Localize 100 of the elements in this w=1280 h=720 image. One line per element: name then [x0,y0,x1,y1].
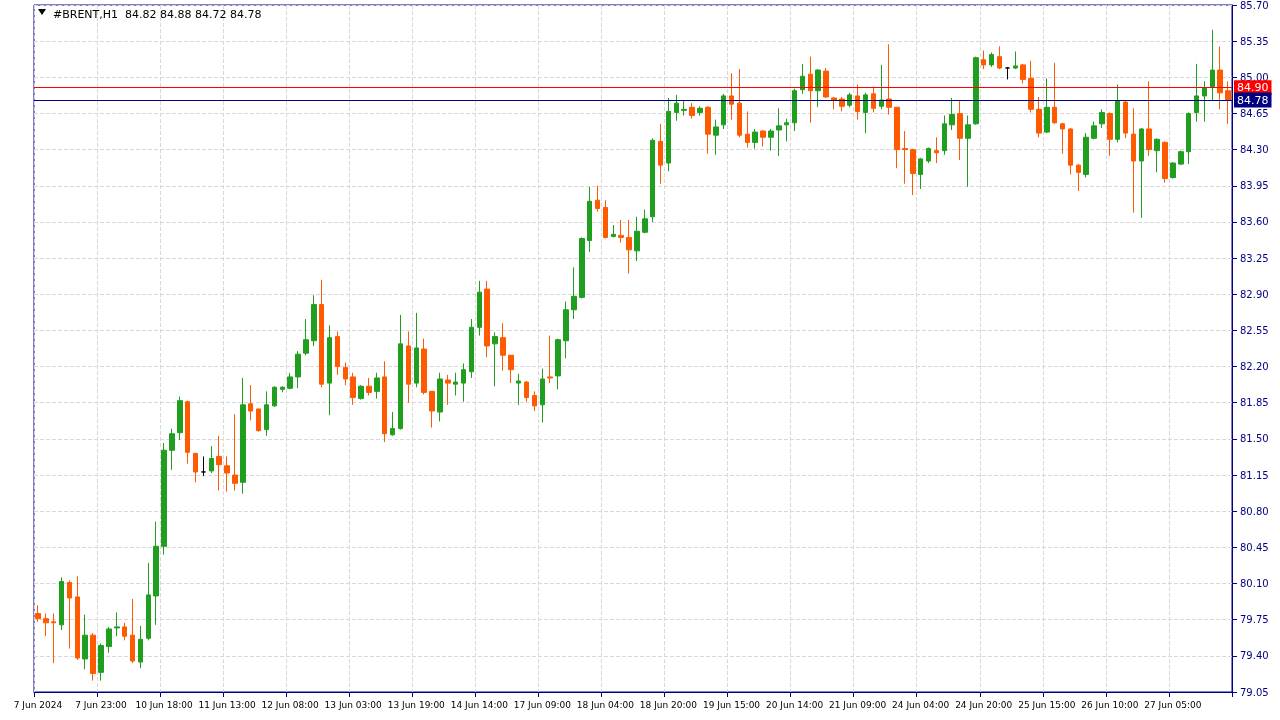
candlestick [800,63,805,95]
candlestick [358,384,364,401]
candlestick [1139,127,1144,219]
candlestick [760,129,766,148]
candlestick [886,43,892,116]
candlestick [445,374,451,406]
x-tick-label: 13 Jun 03:00 [324,699,383,710]
candlestick [382,360,387,443]
candlestick [1178,150,1184,166]
candlestick [492,331,498,387]
candlestick [831,96,837,110]
x-tick-label: 7 Jun 23:00 [75,699,127,710]
candlestick [563,300,569,359]
candlestick [902,130,908,185]
candlestick [689,102,695,120]
candlestick [122,622,127,641]
candlestick [705,105,711,155]
candlestick [1131,107,1136,214]
candlestick [303,318,309,356]
candlestick [43,612,49,637]
candlestick [792,88,797,132]
candlestick [784,118,789,142]
x-tick-label: 20 Jun 14:00 [765,699,824,710]
candlestick [918,157,923,190]
candlestick [1154,137,1160,173]
ref-line-label: 84.90 [1237,81,1269,95]
y-tick-label: 85.35 [1240,35,1269,47]
candlestick [650,137,655,223]
candlestick [177,396,183,441]
candlestick [1123,100,1128,139]
x-tick-label: 21 Jun 09:00 [829,699,887,710]
candlestick [894,106,900,169]
candlestick [721,93,726,130]
candlestick [1162,140,1168,184]
y-tick-label: 83.25 [1240,252,1269,264]
candlestick [327,324,332,416]
candlestick [516,373,521,406]
x-tick-label: 13 Jun 19:00 [387,699,446,710]
candlestick [540,368,545,423]
candlestick [603,199,608,239]
candlestick [957,100,963,161]
candlestick [555,338,561,390]
candlestick [185,400,190,465]
candlestick [808,56,813,124]
candlestick [193,452,198,483]
candlestick [1076,163,1081,192]
y-tick-label: 83.60 [1240,216,1269,228]
candlestick [343,361,348,386]
candlestick [697,105,703,117]
candlestick [1170,161,1176,180]
candlestick [1083,132,1089,179]
chart-title: #BRENT,H1 84.82 84.88 84.72 84.78 [53,8,262,21]
candlestick [934,136,939,164]
y-tick-label: 80.80 [1240,505,1269,517]
candlestick [965,115,971,188]
candlestick [1020,63,1026,85]
x-tick-label: 27 Jun 05:00 [1144,699,1202,710]
candlestick [272,385,277,408]
x-tick-label: 19 Jun 15:00 [702,699,761,710]
candlestick [863,92,868,134]
candlestick [1186,111,1191,165]
candlestick [942,115,947,156]
candlestick [879,64,884,110]
candlestick [666,97,671,172]
candlestick [973,56,979,126]
candlestick [626,219,632,275]
candlestick [500,322,506,372]
candlestick [508,354,514,384]
candlestick [587,186,592,253]
candlestick [98,642,104,682]
candlestick [414,312,419,388]
candlestick [997,45,1002,70]
candlestick [571,266,577,320]
candlestick [1194,63,1199,123]
candlestick [1028,60,1034,113]
candlestick [248,384,253,421]
candlestick [1013,50,1018,70]
x-tick-label: 11 Jun 13:00 [198,699,256,710]
candlestick [146,562,151,641]
x-tick-label: 26 Jun 10:00 [1081,699,1139,710]
y-tick-label: 79.75 [1240,614,1269,626]
y-tick-label: 84.30 [1240,144,1269,156]
candlestick [130,598,135,664]
candlestick [547,335,553,384]
candlestick [532,390,537,412]
candlestick [737,68,742,138]
candlestick [1107,111,1113,157]
candlestick [453,372,458,397]
candlestick [67,579,72,650]
candlestick [1052,62,1057,125]
candlestick [169,428,175,471]
candlestick [1225,80,1231,125]
y-tick-label: 79.40 [1240,650,1269,662]
candlestick [981,49,986,70]
candlestick [264,390,269,437]
ref-line-label: 84.78 [1237,93,1269,107]
candlestick [815,68,821,108]
candlestick [469,318,474,379]
y-tick-label: 81.85 [1240,397,1269,409]
x-tick-label: 24 Jun 20:00 [955,699,1013,710]
